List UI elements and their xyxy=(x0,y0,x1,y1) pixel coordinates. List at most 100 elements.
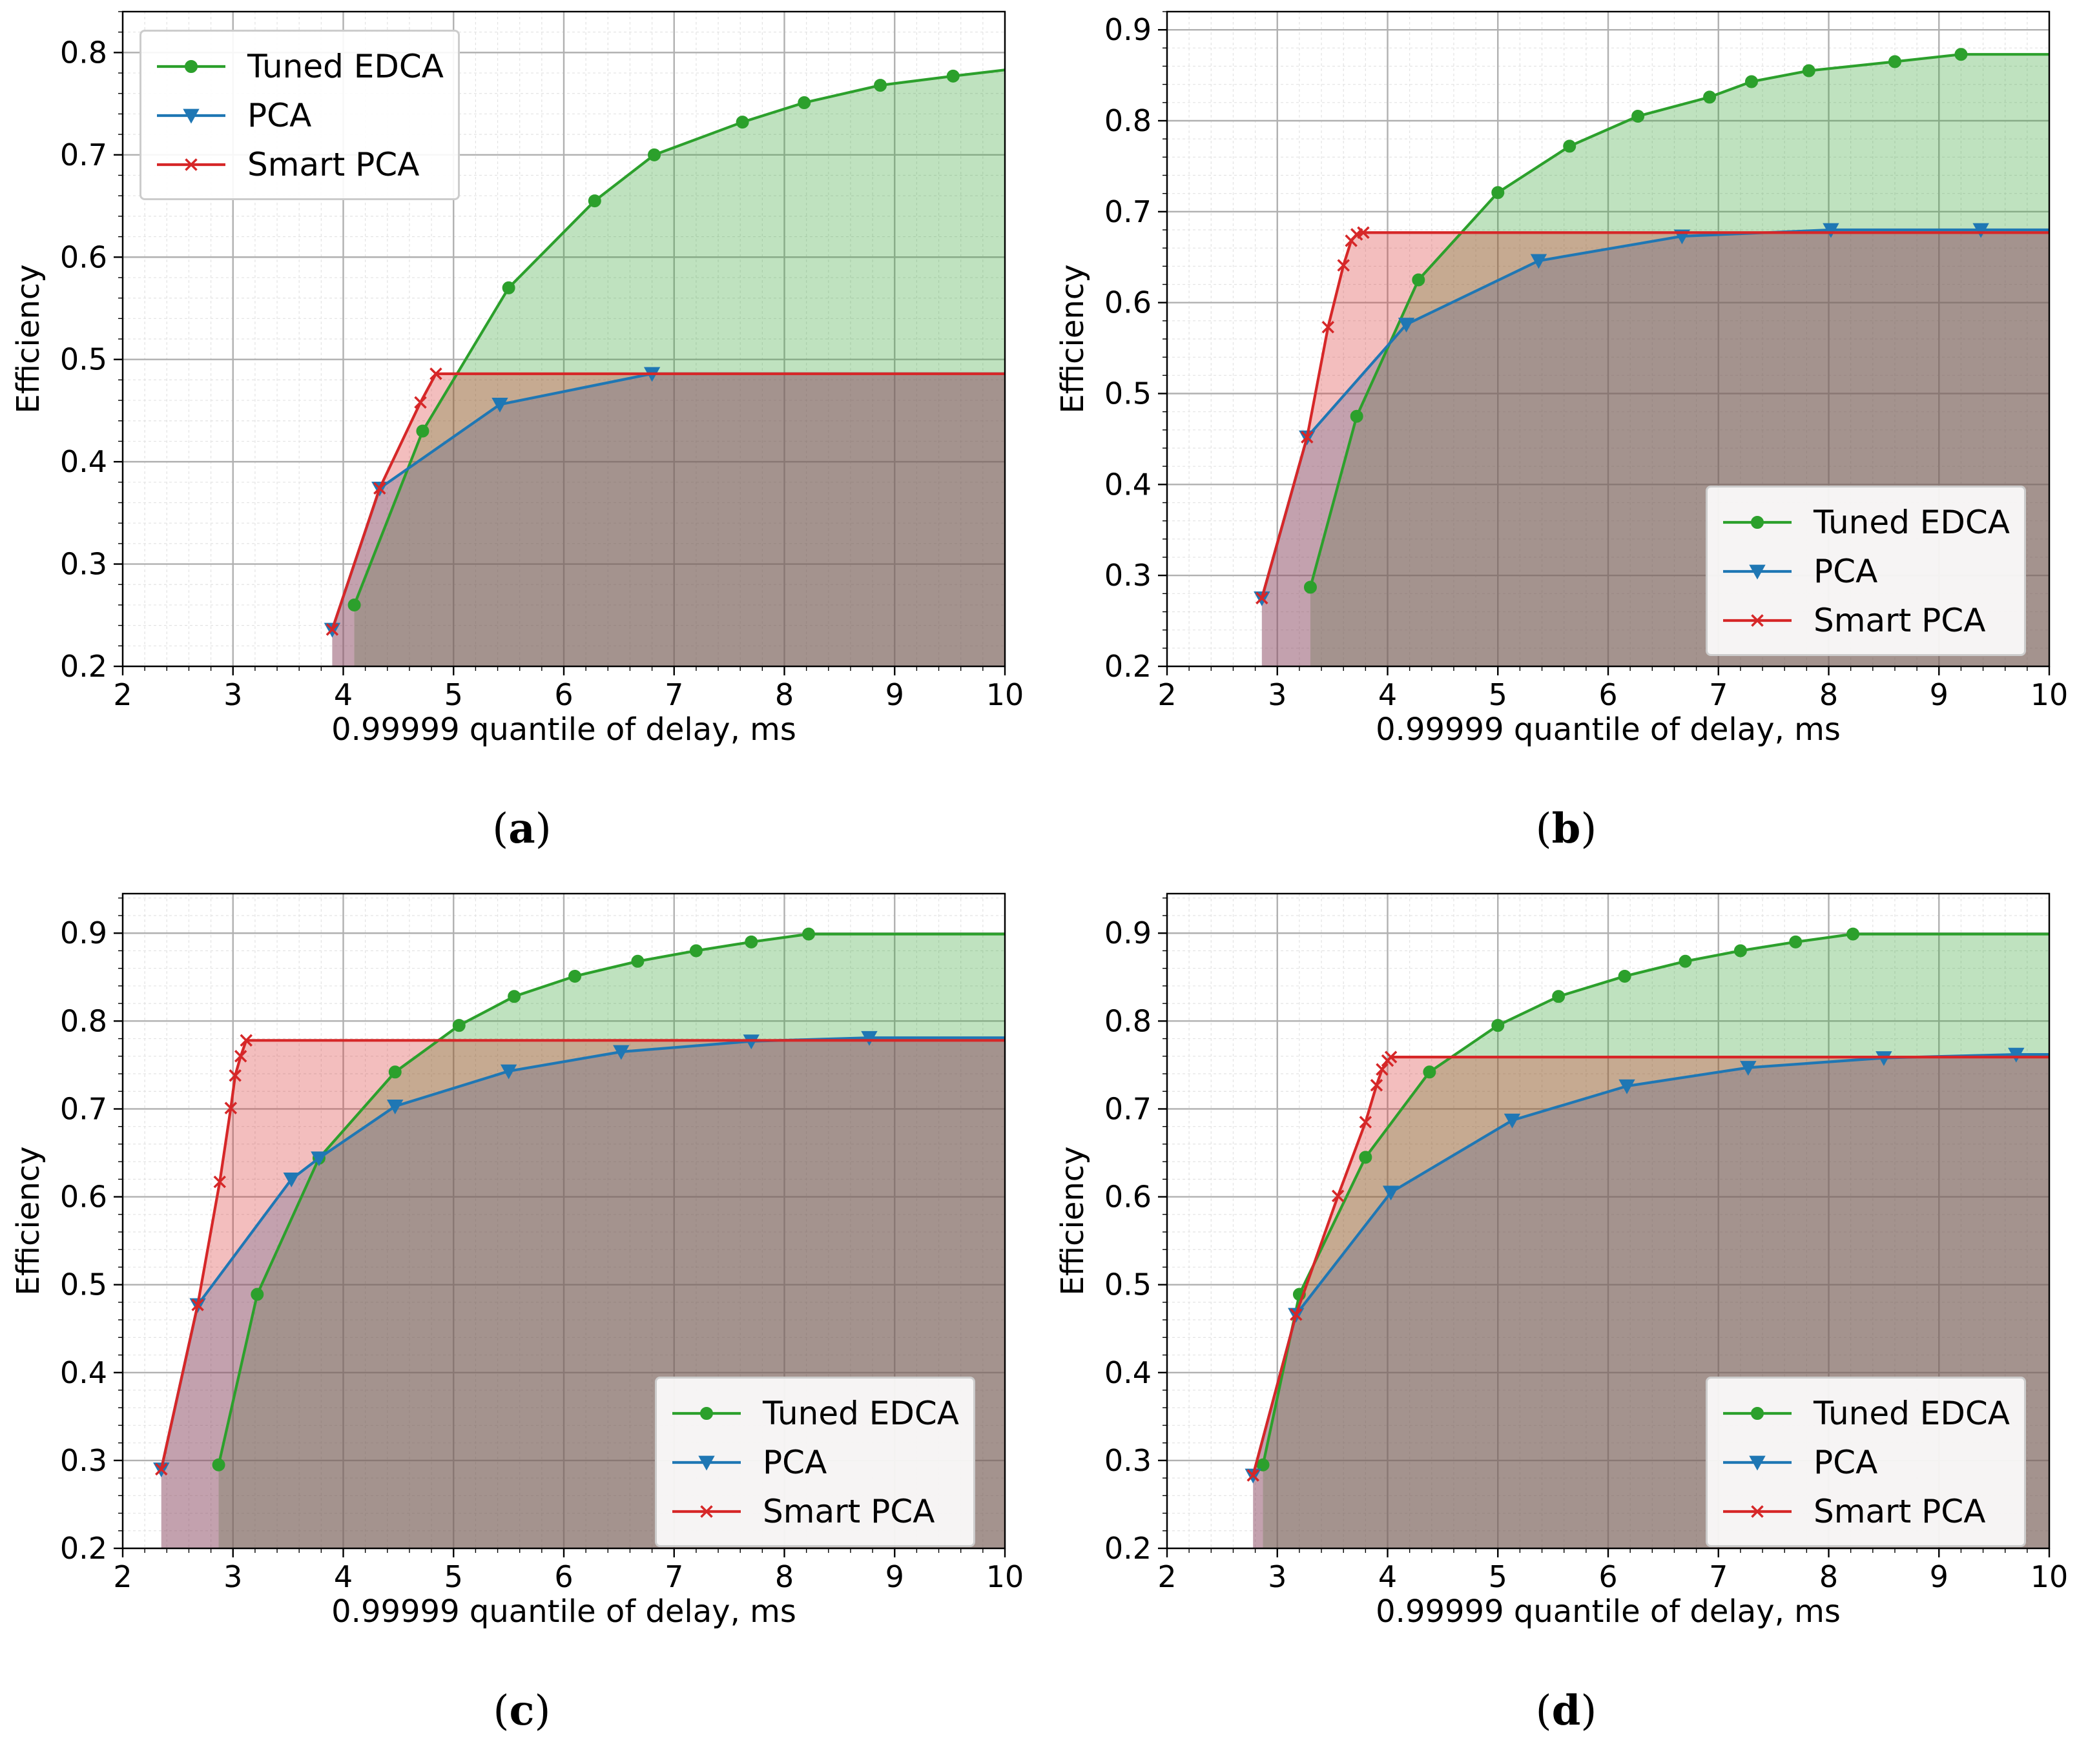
legend-swatch-pca xyxy=(157,108,225,124)
data-point-pca xyxy=(613,1045,630,1060)
legend-item-tuned: Tuned EDCA xyxy=(153,42,444,91)
y-tick-label: 0.3 xyxy=(60,1443,107,1478)
data-point-pca xyxy=(1504,1113,1521,1129)
x-tick-label: 6 xyxy=(1598,677,1617,712)
x-tick-label: 5 xyxy=(1489,677,1507,712)
data-point-smart xyxy=(1331,1189,1345,1202)
data-point-tuned xyxy=(631,954,645,968)
data-point-tuned xyxy=(251,1287,264,1301)
x-tick-label: 2 xyxy=(1157,677,1176,712)
area-fills xyxy=(1253,934,2049,1548)
data-point-smart xyxy=(155,1462,168,1476)
y-tick-label: 0.5 xyxy=(1104,1267,1152,1302)
data-point-smart xyxy=(326,623,339,636)
area-fill-smart xyxy=(332,373,1005,666)
data-point-tuned xyxy=(1888,55,1901,68)
legend-swatch-smart xyxy=(672,1505,741,1518)
chart-panel-b: 2 3 4 5 6 7 8 9 10 0.2 0.3 0.4 0.5 0.6 0.7 0.8 0.9 0.9999… xyxy=(1044,0,2088,882)
legend-item-pca: PCA xyxy=(1719,1438,2010,1487)
series-line-pca xyxy=(1260,228,2049,599)
x-tick-label: 9 xyxy=(1930,1559,1948,1594)
data-point-tuned xyxy=(1491,1019,1505,1032)
data-point-smart xyxy=(229,1069,242,1082)
x-axis-label: 0.99999 quantile of delay, ms xyxy=(331,712,796,748)
series-smart xyxy=(155,1034,1005,1476)
data-point-tuned xyxy=(588,194,601,208)
y-tick-label: 0.6 xyxy=(1104,285,1152,320)
x-axis-label: 0.99999 quantile of delay, ms xyxy=(1376,712,1841,748)
series-line-tuned xyxy=(1308,53,2049,588)
legend-item-smart: Smart PCA xyxy=(153,140,444,189)
data-point-smart xyxy=(1337,259,1350,272)
y-tick-label: 0.3 xyxy=(60,547,107,582)
y-tick-label: 0.2 xyxy=(60,649,107,684)
x-tick-label: 8 xyxy=(775,677,794,712)
legend-label: Tuned EDCA xyxy=(763,1395,959,1432)
caption-letter: d xyxy=(1551,1687,1581,1735)
data-point-tuned xyxy=(502,281,515,294)
y-tick-label: 0.2 xyxy=(1104,649,1152,684)
legend-label: Smart PCA xyxy=(763,1493,935,1530)
data-point-tuned xyxy=(689,944,703,958)
legend-item-tuned: Tuned EDCA xyxy=(1719,1389,2010,1438)
data-point-smart xyxy=(1256,591,1268,605)
y-tick-label: 0.7 xyxy=(1104,194,1152,229)
y-tick-label: 0.3 xyxy=(1104,558,1152,593)
x-tick-label: 9 xyxy=(1930,677,1948,712)
data-point-tuned xyxy=(802,927,816,941)
x-tick-label: 3 xyxy=(1268,1559,1287,1594)
y-tick-label: 0.9 xyxy=(1104,916,1152,950)
x-tick-label: 4 xyxy=(334,1559,353,1594)
area-fill-tuned xyxy=(354,70,1005,666)
axes: 2 3 4 5 6 7 8 9 10 0.2 0.3 0.4 0.5 0.6 0.7 0.8 0.9 xyxy=(60,897,1024,1594)
panel-caption: (b) xyxy=(1535,805,1597,853)
legend-swatch-tuned xyxy=(672,1407,741,1420)
legend-item-pca: PCA xyxy=(1719,547,2010,596)
data-point-tuned xyxy=(568,969,582,983)
data-point-pca xyxy=(283,1172,300,1187)
y-tick-label: 0.4 xyxy=(1104,1355,1152,1390)
data-point-tuned xyxy=(946,69,960,83)
data-point-pca xyxy=(1972,223,1989,238)
data-point-tuned xyxy=(874,79,887,92)
chart-legend: Tuned EDCA PCA Smart PCA xyxy=(140,30,460,200)
legend-label: PCA xyxy=(763,1444,827,1481)
series-line-tuned xyxy=(1261,932,2049,1466)
y-tick-label: 0.8 xyxy=(60,1003,107,1038)
y-tick-label: 0.6 xyxy=(60,1180,107,1215)
y-axis-label: Efficiency xyxy=(10,1146,47,1295)
data-point-pca xyxy=(311,1151,327,1167)
legend-label: Smart PCA xyxy=(247,146,420,183)
data-point-tuned xyxy=(1563,139,1576,153)
data-point-smart xyxy=(1384,1051,1398,1063)
x-tick-label: 6 xyxy=(1598,1559,1617,1594)
chart-legend: Tuned EDCA PCA Smart PCA xyxy=(1706,486,2026,656)
data-point-smart xyxy=(1376,1063,1389,1076)
y-tick-label: 0.8 xyxy=(1104,103,1152,138)
data-point-tuned xyxy=(1423,1065,1436,1079)
legend-label: PCA xyxy=(247,97,312,134)
x-tick-label: 9 xyxy=(885,1559,904,1594)
y-tick-label: 0.4 xyxy=(1104,467,1152,502)
data-point-smart xyxy=(240,1034,253,1047)
legend-marker xyxy=(183,108,200,124)
x-tick-label: 5 xyxy=(444,677,463,712)
caption-letter: c xyxy=(509,1687,535,1735)
x-tick-label: 8 xyxy=(1819,677,1838,712)
data-point-smart xyxy=(373,482,386,495)
x-tick-label: 4 xyxy=(1378,1559,1397,1594)
legend-marker xyxy=(1751,614,1764,627)
x-tick-label: 3 xyxy=(1268,677,1287,712)
legend-item-smart: Smart PCA xyxy=(1719,1487,2010,1536)
data-point-tuned xyxy=(508,990,521,1003)
legend-swatch-smart xyxy=(1723,614,1792,627)
data-point-smart xyxy=(1357,226,1370,239)
x-tick-label: 6 xyxy=(554,677,573,712)
y-axis-label: Efficiency xyxy=(10,264,47,413)
chart-svg: 2 3 4 5 6 7 8 9 10 0.2 0.3 0.4 0.5 0.6 0.7 0.8 0.9 0.9999… xyxy=(1055,10,2068,748)
legend-marker xyxy=(1751,516,1764,529)
data-point-tuned xyxy=(1618,969,1631,983)
data-point-smart xyxy=(1321,320,1335,334)
data-point-tuned xyxy=(1350,409,1363,423)
series-tuned xyxy=(1256,927,2049,1472)
